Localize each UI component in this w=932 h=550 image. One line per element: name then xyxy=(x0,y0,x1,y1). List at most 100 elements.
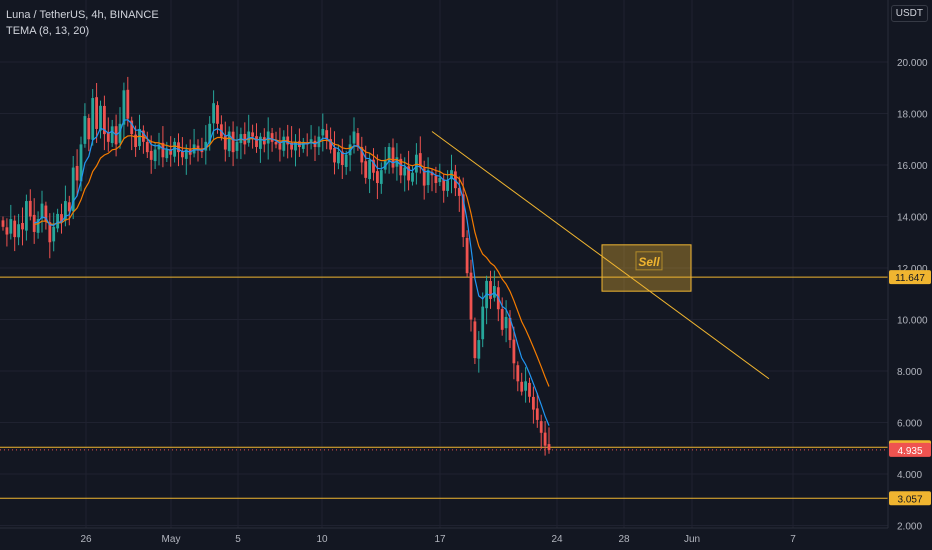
candle-body xyxy=(294,141,297,151)
candle-body xyxy=(481,306,485,340)
sell-annotation[interactable]: Sell xyxy=(601,244,692,292)
candle-body xyxy=(379,170,383,184)
candle-body xyxy=(489,281,492,299)
price-tag-bg xyxy=(889,491,931,506)
candle-body xyxy=(28,200,32,217)
candle-body xyxy=(71,167,75,212)
candle-body xyxy=(95,97,98,129)
candle-body xyxy=(181,151,184,158)
candle-body xyxy=(247,131,251,143)
candle-body xyxy=(91,98,95,140)
candle-body xyxy=(411,172,414,182)
candle-body xyxy=(142,130,145,142)
candle-body xyxy=(169,149,173,155)
time-axis[interactable]: 26 May 5 10 17 24 28 Jun 7 xyxy=(0,527,888,545)
candle-body xyxy=(25,201,28,231)
candle-body xyxy=(161,142,165,158)
candle-body xyxy=(75,165,79,181)
candle-body xyxy=(465,237,469,274)
price-tag-label: 11.647 xyxy=(895,273,925,284)
candle-body xyxy=(337,152,340,164)
sell-label-frame xyxy=(635,251,663,271)
price-tick-label: 18.000 xyxy=(897,110,928,121)
tema-fast-line xyxy=(34,119,550,426)
candle-body xyxy=(56,213,59,229)
candle-body xyxy=(64,201,67,221)
time-tick-label: 26 xyxy=(80,534,92,545)
trendline[interactable] xyxy=(431,131,770,380)
candle-body xyxy=(153,149,157,162)
price-tag-bg xyxy=(889,270,931,285)
price-tick-label: 16.000 xyxy=(897,161,928,172)
candle-body xyxy=(477,340,481,359)
candle-body xyxy=(360,147,364,163)
candle-body xyxy=(83,116,87,144)
candle-body xyxy=(352,131,356,144)
candle-body xyxy=(368,159,371,180)
candle-body xyxy=(138,128,141,147)
candle-body xyxy=(457,187,461,196)
candle-body xyxy=(32,214,36,232)
horizontal-levels[interactable] xyxy=(0,276,888,499)
candle-body xyxy=(227,131,231,152)
last-price-tag-bg xyxy=(889,442,931,457)
candle-body xyxy=(547,444,551,450)
candle-body xyxy=(1,220,5,227)
candle-body xyxy=(418,153,422,168)
candle-body xyxy=(290,142,293,150)
candle-body xyxy=(103,105,106,135)
currency-button[interactable]: USDT xyxy=(890,5,928,22)
candle-body xyxy=(36,219,40,233)
candle-body xyxy=(516,365,520,382)
candle-body xyxy=(282,136,286,151)
candle-body xyxy=(325,130,329,140)
candle-body xyxy=(286,136,290,145)
candle-body xyxy=(376,171,379,184)
candle-body xyxy=(126,89,130,119)
tema-lines xyxy=(34,119,550,426)
candle-body xyxy=(212,103,215,124)
candle-body xyxy=(130,120,134,135)
candle-body xyxy=(442,179,446,191)
candle-body xyxy=(60,214,63,222)
candle-body xyxy=(13,220,17,238)
candle-body xyxy=(216,105,219,124)
candle-body xyxy=(434,175,438,184)
candle-body xyxy=(122,90,126,125)
candle-body xyxy=(274,142,278,145)
candle-body xyxy=(17,224,20,238)
candle-body xyxy=(231,131,235,153)
candle-body xyxy=(512,339,516,364)
candle-body xyxy=(145,142,149,153)
candle-body xyxy=(134,134,137,147)
candle-body xyxy=(504,316,508,329)
candle-body xyxy=(344,154,348,167)
candle-body xyxy=(333,147,336,163)
candle-body xyxy=(500,309,504,330)
candle-body xyxy=(539,421,543,433)
candle-body xyxy=(44,205,48,222)
candle-body xyxy=(259,136,262,149)
candle-body xyxy=(52,226,56,242)
candle-body xyxy=(430,172,434,176)
candle-body xyxy=(106,132,110,142)
price-axis[interactable]: 20.000 18.000 16.000 14.000 12.000 10.000 8.00… xyxy=(887,0,928,533)
candle-body xyxy=(469,272,473,320)
candle-body xyxy=(524,381,527,391)
candle-body xyxy=(301,141,305,149)
candle-body xyxy=(329,139,332,150)
candle-body xyxy=(403,167,407,176)
indicator-legend[interactable]: TEMA (8, 13, 20) xyxy=(6,25,90,37)
candle-body xyxy=(243,133,247,145)
price-tick-label: 8.000 xyxy=(897,367,922,378)
price-tick-label: 14.000 xyxy=(897,213,928,224)
time-tick-label: 5 xyxy=(235,534,241,545)
chart-grid xyxy=(0,0,888,528)
price-tag-label: 3.057 xyxy=(897,494,922,505)
candle-body xyxy=(415,154,418,173)
candle-body xyxy=(208,123,212,143)
candlestick-series xyxy=(1,76,551,456)
candle-body xyxy=(461,194,465,238)
candle-body xyxy=(383,159,387,170)
